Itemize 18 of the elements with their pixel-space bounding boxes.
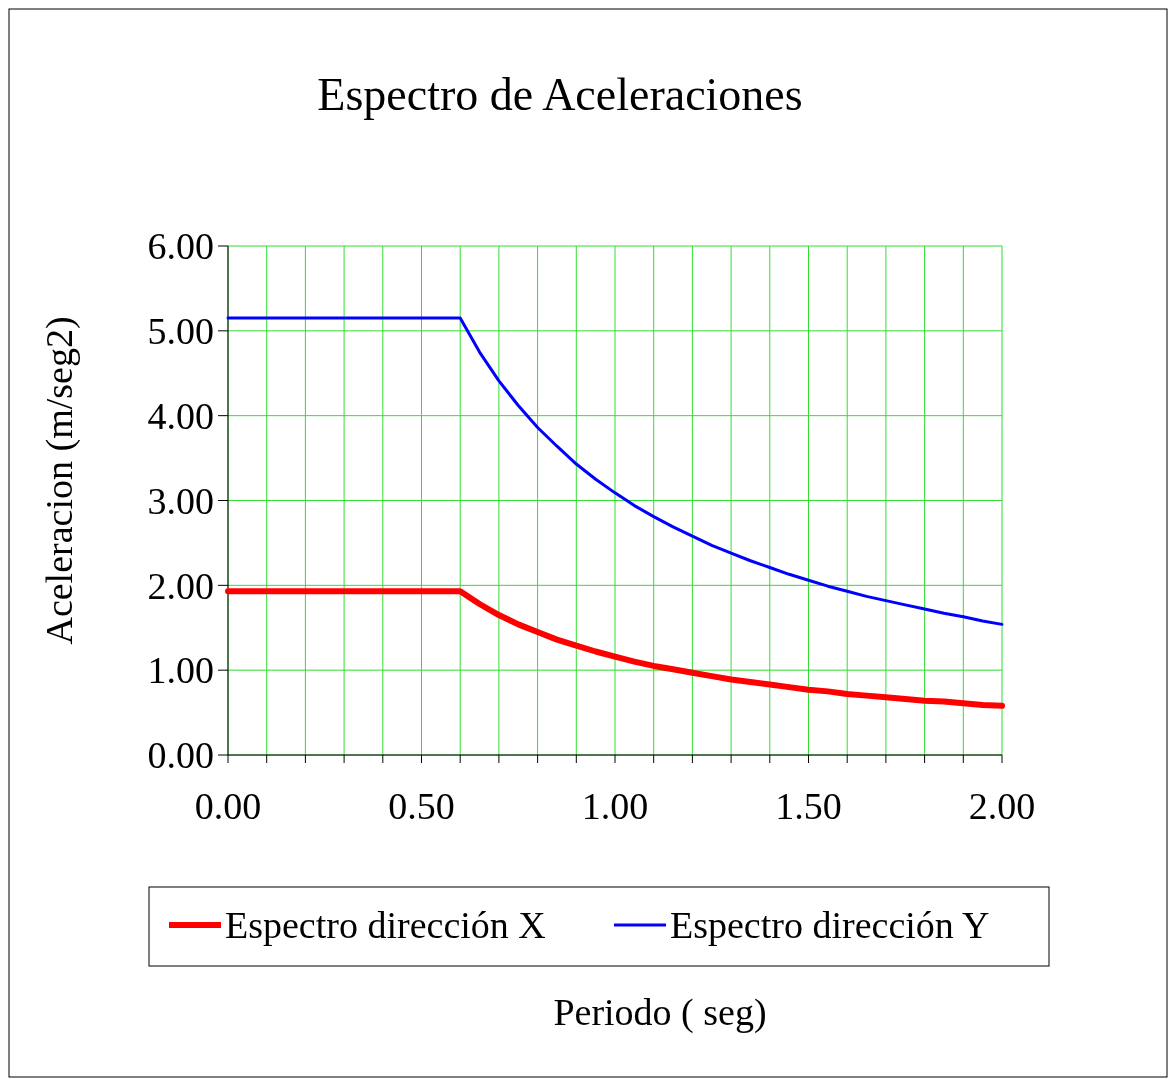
y-tick-label: 6.00 <box>147 225 214 268</box>
x-tick-label: 1.00 <box>581 785 649 827</box>
line-series <box>226 316 1004 626</box>
legend-label: Espectro dirección X <box>225 904 546 947</box>
y-tick-label: 3.00 <box>147 479 214 522</box>
y-tick-label: 4.00 <box>147 394 214 437</box>
y-axis-title: Aceleracion (m/seg2) <box>38 316 81 645</box>
x-tick-label: 0.00 <box>194 785 262 827</box>
y-tick-label: 5.00 <box>147 310 214 353</box>
x-tick-label: 1.50 <box>775 785 842 827</box>
x-tick-label: 2.00 <box>968 785 1036 827</box>
legend-label: Espectro dirección Y <box>670 904 990 947</box>
y-tick-label: 0.00 <box>147 734 214 777</box>
chart-title: Espectro de Aceleraciones <box>317 69 803 120</box>
y-tick-label: 1.00 <box>147 649 214 692</box>
y-tick-label: 2.00 <box>147 564 214 607</box>
x-axis-title: Periodo ( seg) <box>553 991 767 1034</box>
x-tick-label: 0.50 <box>388 785 455 827</box>
